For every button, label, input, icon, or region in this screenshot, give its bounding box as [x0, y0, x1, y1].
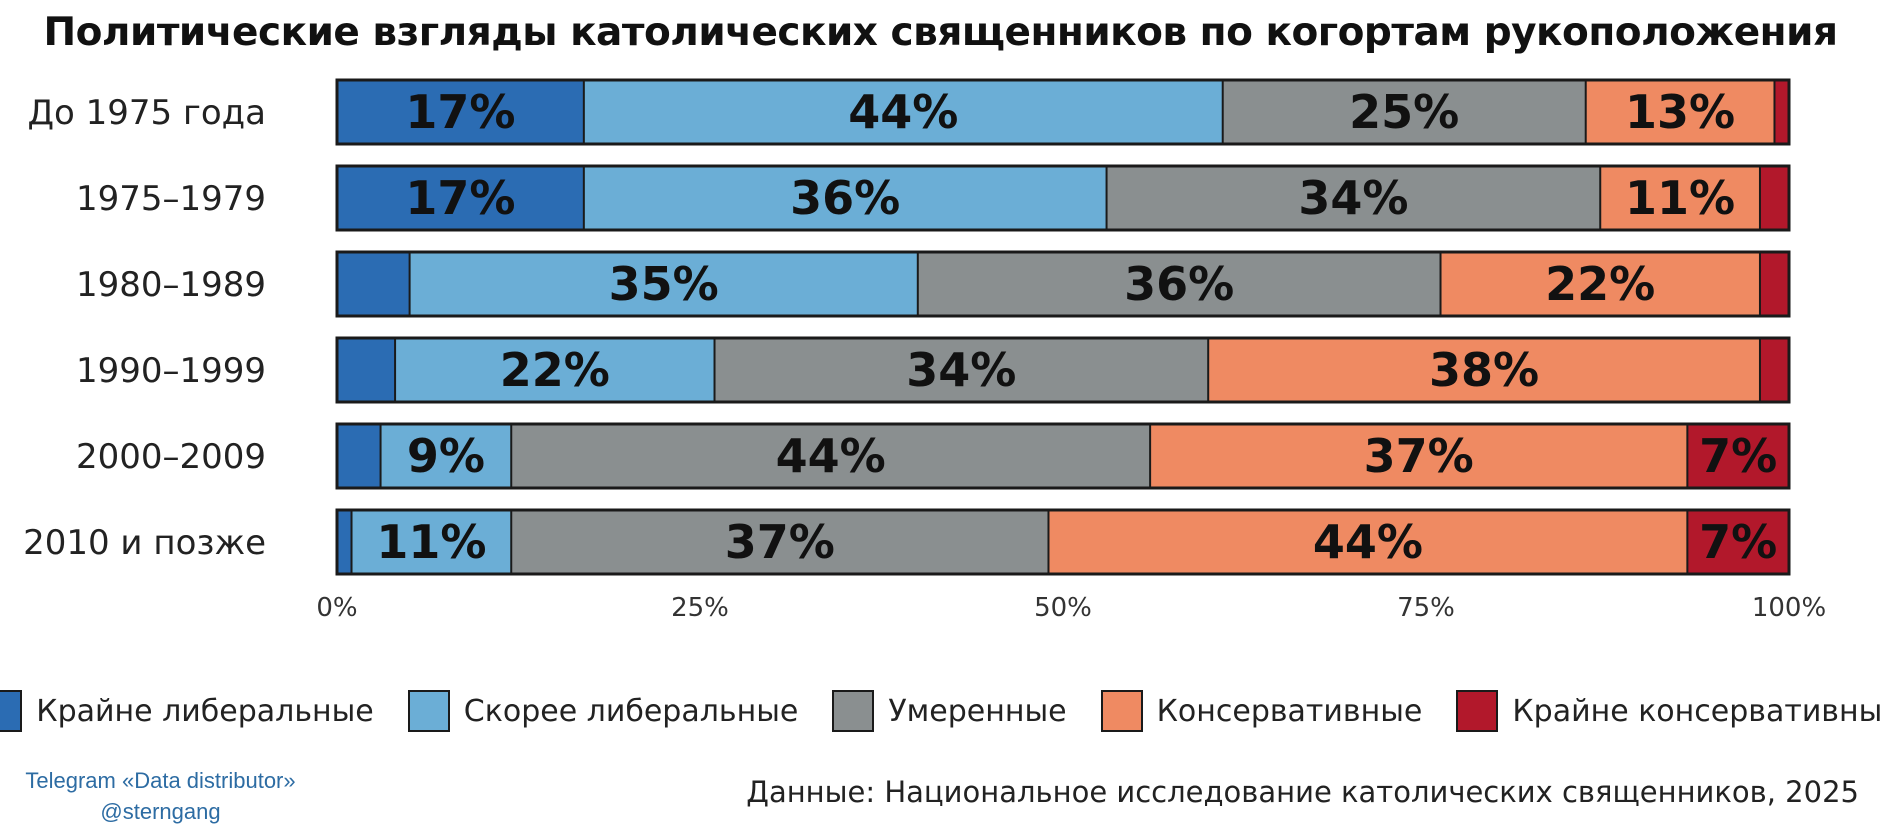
data-label: 35%	[609, 257, 719, 311]
x-tick-label: 100%	[1752, 593, 1826, 623]
data-label: 9%	[407, 429, 485, 483]
credit-handle: @sterngang	[100, 799, 221, 824]
data-label: 25%	[1349, 85, 1459, 139]
legend-swatch	[407, 690, 450, 732]
data-label: 11%	[376, 515, 486, 569]
credit-telegram: Telegram «Data distributor»	[25, 768, 296, 793]
bar-outline	[335, 78, 1791, 146]
bar-segment	[351, 510, 512, 574]
category-label: 1975–1979	[76, 179, 266, 219]
legend-swatch	[1456, 690, 1499, 732]
x-tick-label: 50%	[1034, 593, 1092, 623]
data-label: 17%	[405, 171, 515, 225]
bar-segment	[380, 424, 512, 488]
legend-item: Умеренные	[832, 690, 1067, 732]
x-tick-label: 75%	[1397, 593, 1455, 623]
bar-outline	[335, 422, 1791, 490]
category-label: 1990–1999	[76, 351, 266, 391]
bar-segment	[1440, 252, 1760, 316]
legend-swatch	[1100, 690, 1143, 732]
bar-outline	[335, 164, 1791, 232]
data-label: 22%	[500, 343, 610, 397]
data-label: 17%	[405, 85, 515, 139]
data-label: 22%	[1545, 257, 1655, 311]
bar-segment	[395, 338, 715, 402]
data-label: 11%	[1625, 171, 1735, 225]
chart-title: Политические взгляды католических священ…	[43, 10, 1839, 55]
bar-segment	[337, 510, 352, 574]
data-label: 13%	[1625, 85, 1735, 139]
legend-item: Крайне консервативные	[1456, 690, 1881, 732]
bar-segment	[1585, 80, 1775, 144]
bar-outline	[335, 508, 1791, 576]
category-label: 1980–1989	[76, 265, 266, 305]
bar-segment	[1106, 166, 1601, 230]
legend-item: Скорее либеральные	[407, 690, 799, 732]
bar-segment	[1687, 424, 1789, 488]
bar-segment	[409, 252, 918, 316]
bar-segment	[917, 252, 1441, 316]
bar-segment	[1687, 510, 1789, 574]
source-note: Данные: Национальное исследование католи…	[746, 775, 1859, 809]
category-label: 2000–2009	[76, 437, 266, 477]
legend-swatch	[832, 690, 875, 732]
legend-label: Консервативные	[1156, 693, 1423, 729]
bar-segment	[511, 510, 1049, 574]
data-label: 34%	[1298, 171, 1408, 225]
category-label: До 1975 года	[27, 93, 266, 133]
bar-segment	[1048, 510, 1688, 574]
bar-segment	[1759, 252, 1789, 316]
data-label: 36%	[1124, 257, 1234, 311]
bar-segment	[337, 80, 584, 144]
data-label: 7%	[1699, 429, 1777, 483]
bar-segment	[1759, 338, 1789, 402]
bar-segment	[1774, 80, 1789, 144]
data-label: 44%	[848, 85, 958, 139]
data-label: 34%	[906, 343, 1016, 397]
bar-segment	[337, 424, 381, 488]
legend-label: Крайне консервативные	[1512, 693, 1881, 729]
data-label: 44%	[1313, 515, 1423, 569]
legend: Крайне либеральные Скорее либеральные Умер…	[0, 686, 1881, 736]
legend-label: Крайне либеральные	[36, 693, 374, 729]
credit: Telegram «Data distributor» @sterngang	[18, 765, 303, 827]
bar-segment	[337, 252, 410, 316]
bar-segment	[1600, 166, 1760, 230]
bar-segment	[583, 80, 1223, 144]
bar-segment	[1208, 338, 1760, 402]
legend-item: Консервативные	[1100, 690, 1423, 732]
bar-segment	[1222, 80, 1586, 144]
bar-segment	[337, 166, 584, 230]
bar-segment	[511, 424, 1151, 488]
legend-label: Скорее либеральные	[463, 693, 799, 729]
bar-segment	[337, 338, 396, 402]
bar-segment	[714, 338, 1209, 402]
bar-outline	[335, 250, 1791, 318]
legend-item: Крайне либеральные	[0, 690, 374, 732]
data-label: 36%	[790, 171, 900, 225]
data-label: 38%	[1429, 343, 1539, 397]
data-label: 7%	[1699, 515, 1777, 569]
legend-label: Умеренные	[888, 693, 1067, 729]
data-label: 37%	[725, 515, 835, 569]
legend-swatch	[0, 690, 23, 732]
category-label: 2010 и позже	[23, 523, 266, 563]
bar-segment	[1150, 424, 1688, 488]
data-label: 44%	[776, 429, 886, 483]
x-tick-label: 25%	[671, 593, 729, 623]
bar-segment	[583, 166, 1107, 230]
data-label: 37%	[1364, 429, 1474, 483]
bar-segment	[1759, 166, 1789, 230]
x-tick-label: 0%	[316, 593, 357, 623]
bar-outline	[335, 336, 1791, 404]
